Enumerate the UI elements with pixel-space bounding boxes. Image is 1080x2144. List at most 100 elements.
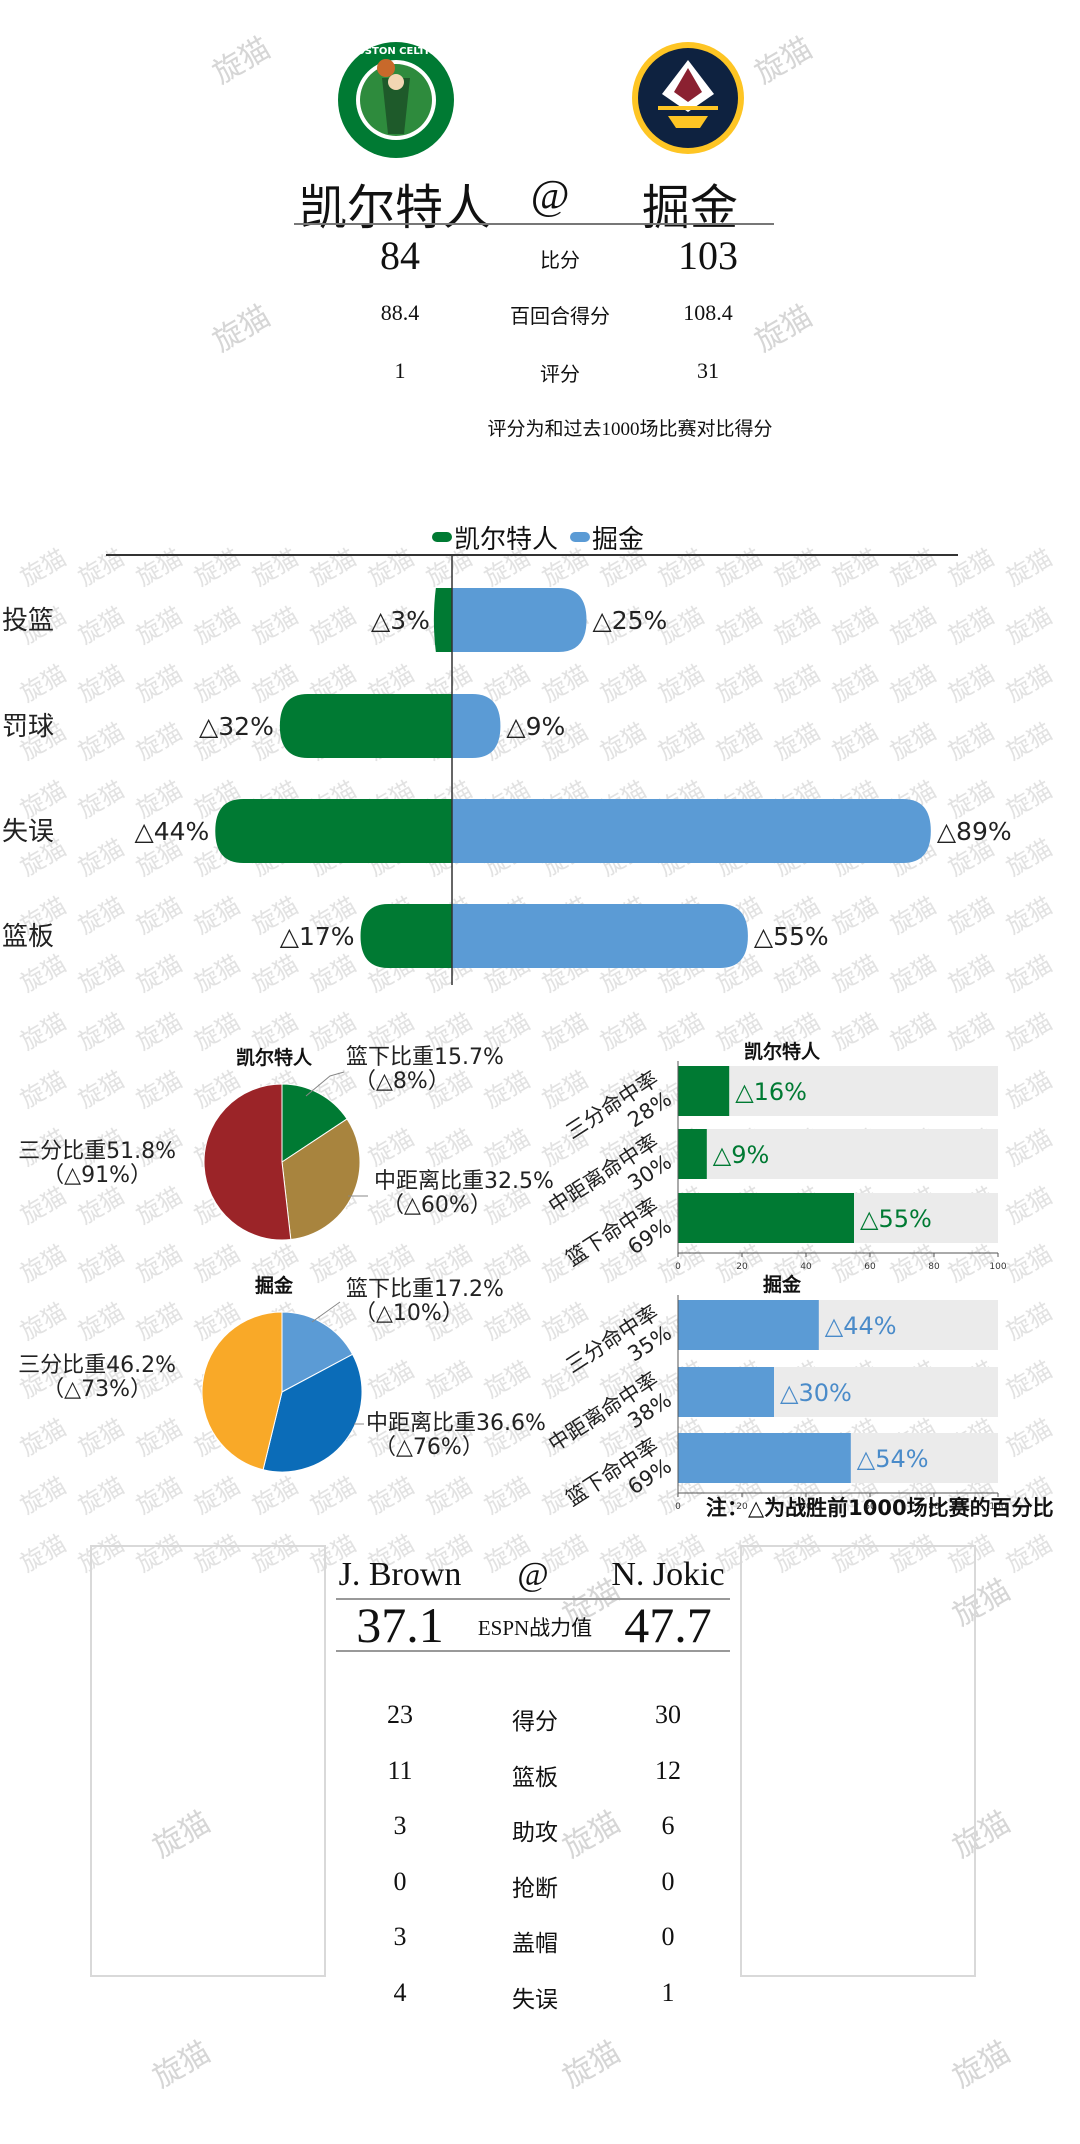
bar-fill — [678, 1066, 730, 1116]
watermark-text: 旋猫 — [947, 2034, 1017, 2096]
player-right-stat: 6 — [661, 1811, 675, 1840]
player-left-stat: 3 — [393, 1922, 407, 1951]
player-stat-label: 篮板 — [512, 1764, 558, 1790]
pie-slice-label: 中距离比重36.6% — [366, 1411, 546, 1436]
data-label-celtics: △44% — [134, 817, 209, 846]
pie-slice-sublabel: （△73%） — [42, 1377, 152, 1402]
x-tick-label: 80 — [928, 1502, 940, 1512]
header-left-value: 1 — [394, 358, 406, 383]
header-left-value: 88.4 — [380, 300, 420, 325]
bar-chart-title: 掘金 — [763, 1273, 802, 1296]
player-stat-label: 盖帽 — [512, 1931, 558, 1956]
bar-track — [678, 1129, 998, 1179]
category-label: 投篮 — [2, 606, 54, 636]
shot-distribution-pies: 凯尔特人 篮下比重15.7%（△8%） 中距离比重32.5%（△60%） 三分比重51… — [18, 1045, 554, 1473]
x-tick-label: 80 — [928, 1262, 940, 1272]
pie-slice-label: 三分比重46.2% — [18, 1353, 176, 1378]
bar-fill — [678, 1367, 774, 1417]
pie-leader-line — [311, 1301, 341, 1323]
legend-swatch — [432, 532, 452, 542]
bar-celtics — [360, 904, 452, 968]
legend-label: 凯尔特人 — [454, 525, 559, 555]
data-label-nuggets: △89% — [937, 817, 1012, 846]
pie-slice — [262, 1353, 363, 1473]
player-left-stat: 23 — [387, 1700, 413, 1729]
player-at-symbol: @ — [517, 1556, 549, 1593]
header-row-label: 评分 — [540, 364, 580, 386]
bar-fill — [678, 1300, 819, 1350]
x-tick-label: 20 — [736, 1262, 748, 1272]
espn-left-value: 37.1 — [356, 1597, 444, 1653]
pie-slice — [203, 1083, 292, 1241]
legend-swatch — [570, 532, 590, 542]
player-stat-label: 失误 — [512, 1986, 558, 2012]
header-right-value: 108.4 — [683, 300, 733, 325]
bar-celtics — [279, 694, 452, 758]
data-label-nuggets: △55% — [754, 922, 829, 951]
player-left-stat: 0 — [393, 1866, 407, 1896]
player-right-name: N. Jokic — [611, 1556, 725, 1593]
data-label-celtics: △3% — [371, 606, 430, 635]
header-divider — [294, 223, 774, 225]
pie-slice-label: 三分比重51.8% — [18, 1139, 176, 1164]
bar-data-label: △44% — [825, 1312, 897, 1340]
pie-slice — [281, 1311, 354, 1393]
data-label-nuggets: △25% — [593, 606, 668, 635]
player-right-stat: 12 — [655, 1755, 681, 1785]
bar-track — [678, 1066, 998, 1116]
watermark-text: 旋猫 — [147, 2034, 217, 2096]
diverging-bar-chart: 投篮 △3% △25% 罚球 △32% △9% 失误 △44% △89% 篮板 △17% △55% — [2, 556, 1012, 985]
x-tick-label: 40 — [800, 1502, 812, 1512]
team-right-name: 掘金 — [641, 182, 738, 235]
player-left-photo-frame — [90, 1545, 326, 1977]
category-label: 失误 — [2, 817, 54, 847]
header-note: 评分为和过去1000场比赛对比得分 — [487, 419, 773, 440]
footnote: 注：△为战胜前1000场比赛的百分比 — [706, 1496, 1054, 1520]
shooting-percentage-bars: 凯尔特人△16%三分命中率28%△9%中距离命中率30%△55%篮下命中率69%… — [544, 1040, 1007, 1512]
player-left-name: J. Brown — [338, 1556, 462, 1593]
celtics-logo-text: BOSTON CELTICS — [349, 46, 444, 57]
bar-celtics — [433, 588, 452, 652]
header-row-label: 比分 — [540, 250, 580, 272]
player-right-stat: 0 — [661, 1922, 675, 1951]
x-tick-label: 60 — [864, 1262, 876, 1272]
header-row-label: 百回合得分 — [510, 306, 610, 328]
header-right-value: 31 — [697, 358, 719, 383]
header-right-value: 103 — [678, 233, 738, 278]
category-label: 罚球 — [2, 712, 54, 742]
player-right-stat: 0 — [661, 1866, 675, 1896]
player-divider-bottom — [336, 1650, 730, 1652]
pie-slice-label: 中距离比重32.5% — [374, 1169, 554, 1194]
x-tick-label: 40 — [800, 1262, 812, 1272]
header-left-value: 84 — [380, 233, 420, 278]
bar-nuggets — [452, 904, 748, 968]
pie-slice-sublabel: （△10%） — [354, 1301, 464, 1326]
x-tick-label: 100 — [989, 1262, 1006, 1272]
pie-slice-sublabel: （△8%） — [354, 1069, 450, 1094]
legend-label: 掘金 — [592, 525, 645, 555]
bar-data-label: △9% — [713, 1141, 770, 1169]
pie-slice-sublabel: （△76%） — [374, 1435, 484, 1460]
espn-right-value: 47.7 — [624, 1597, 712, 1653]
bar-data-label: △30% — [780, 1379, 852, 1407]
nuggets-logo-icon — [632, 42, 744, 154]
bar-fill — [678, 1129, 707, 1179]
x-tick-label: 100 — [989, 1502, 1006, 1512]
bar-nuggets — [452, 694, 501, 758]
pie-slice-sublabel: （△60%） — [382, 1193, 492, 1218]
data-label-celtics: △17% — [280, 922, 355, 951]
diverging-top-axis — [106, 554, 958, 556]
celtics-logo-icon: BOSTON CELTICS — [338, 42, 454, 158]
bar-data-label: △54% — [857, 1445, 929, 1473]
category-label: 篮板 — [2, 922, 54, 952]
player-left-stat: 11 — [387, 1755, 413, 1785]
espn-label: ESPN战力值 — [477, 1616, 593, 1640]
watermark-text: 旋猫 — [557, 2034, 627, 2096]
x-tick-label: 20 — [736, 1502, 748, 1512]
player-right-stat: 1 — [661, 1977, 675, 2007]
pie-slice — [281, 1118, 361, 1241]
data-label-celtics: △32% — [199, 712, 274, 741]
pie-slice-label: 篮下比重17.2% — [346, 1277, 504, 1302]
